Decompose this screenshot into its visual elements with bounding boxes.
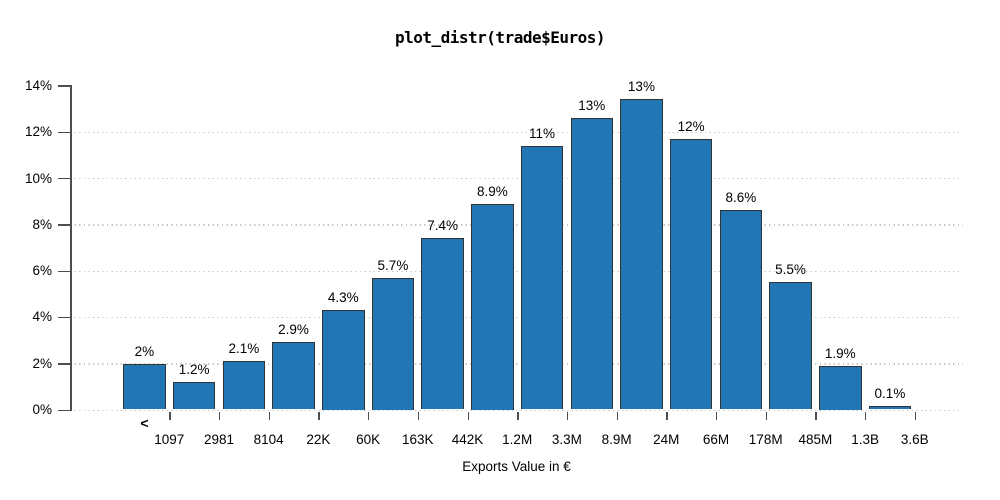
x-tick-label: 1.3B (851, 432, 879, 447)
y-tick-label: 0% (32, 402, 52, 417)
y-tick-label: 2% (32, 355, 52, 371)
x-tick (815, 411, 817, 420)
x-tick-label: 485M (798, 432, 833, 447)
x-tick-label: 8104 (253, 432, 284, 447)
y-gridline (70, 131, 963, 134)
bar (222, 360, 266, 410)
x-tick (318, 411, 320, 420)
y-tick (58, 270, 70, 272)
x-tick (616, 411, 618, 420)
x-tick (467, 411, 469, 420)
y-axis-line (70, 85, 72, 411)
bar (123, 363, 166, 410)
x-tick (716, 411, 718, 420)
x-tick-label: 2981 (203, 432, 235, 447)
y-tick (58, 363, 70, 365)
y-tick-label: 8% (32, 216, 52, 232)
x-tick-label: 22K (306, 432, 331, 447)
x-tick-label: 66M (702, 432, 730, 447)
x-tick-label: 60K (356, 432, 381, 447)
y-tick (58, 316, 70, 319)
y-tick-label: 6% (32, 263, 52, 279)
bar-value-label: 2.9% (278, 322, 309, 338)
x-tick (169, 411, 171, 420)
bar-value-label: 2% (134, 343, 155, 359)
y-tick-label: 14% (24, 77, 52, 93)
y-tick-label: 10% (24, 170, 52, 186)
x-tick-label: 1.2M (502, 432, 533, 447)
bar-value-label: 5.7% (377, 257, 409, 273)
bar-value-label: 8.6% (725, 190, 757, 206)
bar (819, 365, 862, 410)
bar-value-label: 5.5% (775, 262, 806, 278)
x-tick (517, 411, 519, 420)
y-tick (58, 224, 70, 226)
y-gridline (70, 363, 963, 365)
bar-value-label: 13% (578, 97, 606, 113)
x-tick-label: 163K (402, 432, 434, 447)
x-tick (666, 411, 668, 420)
y-gridline (70, 224, 963, 226)
x-tick (765, 411, 768, 420)
bar-value-label: 1.2% (178, 361, 210, 377)
bar (868, 406, 912, 410)
y-tick (58, 131, 70, 134)
y-tick-label: 12% (24, 124, 52, 140)
y-tick (58, 409, 70, 411)
x-tick-label: 178M (748, 432, 783, 447)
y-tick (58, 85, 70, 87)
y-gridline (70, 409, 963, 411)
x-tick-label: 442K (451, 432, 484, 447)
x-tick-label: 3.3M (551, 432, 582, 447)
bar (272, 342, 315, 410)
y-gridline (70, 178, 963, 180)
y-gridline (70, 316, 963, 319)
bar (769, 282, 812, 410)
x-tick-label: 3.6B (900, 432, 929, 447)
bar (719, 210, 763, 410)
bar-value-label: 7.4% (427, 218, 459, 234)
y-tick-label: 4% (32, 309, 52, 325)
bar (471, 203, 514, 410)
bar (421, 238, 464, 410)
bar-value-label: 4.3% (327, 290, 359, 305)
bar (322, 310, 365, 410)
x-tick (268, 411, 271, 420)
bar (172, 381, 216, 410)
bar-value-label: 12% (677, 118, 705, 134)
x-tick-label: 8.9M (601, 432, 632, 447)
bar-value-label: 13% (627, 79, 655, 95)
bar-value-label: 11% (529, 125, 556, 141)
bar-value-label: 8.9% (476, 183, 508, 199)
bar (620, 99, 663, 410)
bar (669, 138, 713, 410)
x-tick (417, 411, 420, 420)
bar (570, 117, 613, 410)
x-axis-title: Exports Value in € (462, 459, 571, 474)
bar (371, 277, 415, 410)
x-tick (865, 411, 867, 420)
bar-value-label: 1.9% (824, 345, 856, 361)
bar-value-label: 2.1% (228, 340, 260, 356)
x-tick (219, 411, 221, 420)
first-bin-less-than-marker: < (140, 415, 149, 431)
bar (520, 145, 564, 410)
x-tick-label: 24M (653, 432, 680, 447)
x-tick (566, 411, 569, 420)
chart-title: plot_distr(trade$Euros) (394, 28, 606, 47)
bar-value-label: 0.1% (874, 386, 906, 402)
x-tick (368, 411, 370, 420)
y-tick (58, 178, 70, 180)
x-tick-label: 1097 (154, 432, 185, 447)
x-tick (914, 411, 917, 420)
y-gridline (70, 270, 963, 272)
